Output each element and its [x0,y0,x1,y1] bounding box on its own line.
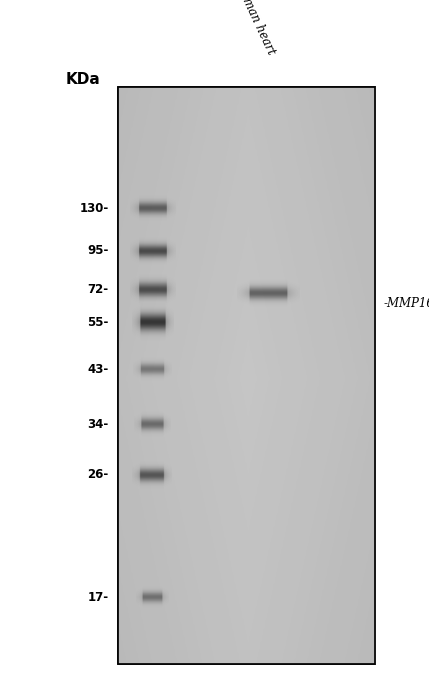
Text: KDa: KDa [66,72,101,88]
Text: -MMP16: -MMP16 [384,297,429,310]
Text: 17-: 17- [88,591,109,604]
Text: 130-: 130- [79,202,109,215]
Bar [118,87,375,664]
Text: 72-: 72- [88,284,109,297]
Text: 43-: 43- [87,363,109,376]
Text: human heart: human heart [233,0,278,57]
Text: 26-: 26- [87,468,109,481]
Text: 95-: 95- [87,244,109,257]
Text: 55-: 55- [87,316,109,329]
Bar [118,87,375,664]
Text: 34-: 34- [87,418,109,431]
